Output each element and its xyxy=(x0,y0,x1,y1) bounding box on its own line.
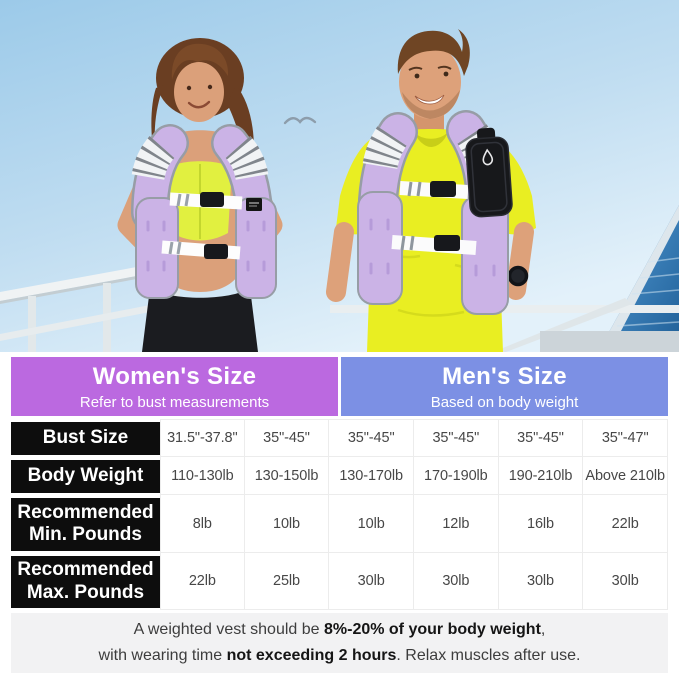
row-label-recommended-min-pounds: Recommended Min. Pounds xyxy=(11,497,160,551)
size-cell: 35"-45" xyxy=(498,419,584,457)
buckle xyxy=(434,235,460,251)
size-cell: 190-210lb xyxy=(498,457,584,495)
size-cell: 8lb xyxy=(160,495,245,553)
size-cell: 30lb xyxy=(329,553,414,610)
size-cell: Above 210lb xyxy=(583,457,668,495)
size-cell: 130-150lb xyxy=(244,457,330,495)
watch xyxy=(507,265,529,287)
size-cell: 35"-45" xyxy=(329,419,414,457)
women-size-subtitle: Refer to bust measurements xyxy=(79,393,270,411)
weighted-vest-woman xyxy=(131,124,277,299)
men-size-subtitle: Based on body weight xyxy=(430,393,579,411)
size-cell: 35"-45" xyxy=(244,419,330,457)
size-table: Bust Size 31.5"-37.8" 35"-45" 35"-45" 35… xyxy=(11,419,668,610)
row-label-body-weight: Body Weight xyxy=(11,459,160,493)
women-size-title: Women's Size xyxy=(92,362,257,390)
shorts xyxy=(142,288,258,352)
phone-pouch xyxy=(465,127,513,218)
size-cell: 22lb xyxy=(583,495,668,553)
buckle xyxy=(430,181,456,197)
woman-figure xyxy=(117,38,283,352)
women-size-header: Women's Size Refer to bust measurements xyxy=(11,357,338,416)
man-figure xyxy=(326,29,536,352)
seagull-icon xyxy=(283,116,317,125)
buckle xyxy=(200,192,224,207)
row-label-recommended-max-pounds: Recommended Max. Pounds xyxy=(11,555,160,608)
usage-note-line-2: with wearing time not exceeding 2 hours.… xyxy=(98,647,581,664)
men-size-header: Men's Size Based on body weight xyxy=(341,357,668,416)
buckle xyxy=(204,244,228,259)
weighted-vest-man xyxy=(357,110,513,315)
size-cell: 12lb xyxy=(413,495,499,553)
size-cell: 22lb xyxy=(160,553,245,610)
size-cell: 35"-47" xyxy=(583,419,668,457)
size-cell: 16lb xyxy=(498,495,584,553)
size-cell: 130-170lb xyxy=(329,457,414,495)
usage-note: A weighted vest should be 8%-20% of your… xyxy=(11,613,668,673)
hero-photo xyxy=(0,0,679,352)
size-cell: 31.5"-37.8" xyxy=(160,419,245,457)
droplet-icon xyxy=(482,148,494,166)
size-cell: 30lb xyxy=(498,553,584,610)
size-cell: 25lb xyxy=(244,553,330,610)
size-chart-headers: Women's Size Refer to bust measurements … xyxy=(11,357,668,416)
size-cell: 10lb xyxy=(329,495,414,553)
usage-note-line-1: A weighted vest should be 8%-20% of your… xyxy=(133,621,546,639)
row-label-bust-size: Bust Size xyxy=(11,421,160,455)
size-cell: 10lb xyxy=(244,495,330,553)
vest-brand-label xyxy=(246,198,262,211)
size-cell: 110-130lb xyxy=(160,457,245,495)
size-cell: 35"-45" xyxy=(413,419,499,457)
size-cell: 30lb xyxy=(583,553,668,610)
men-size-title: Men's Size xyxy=(442,362,567,390)
size-chart: Women's Size Refer to bust measurements … xyxy=(11,357,668,673)
size-cell: 30lb xyxy=(413,553,499,610)
size-cell: 170-190lb xyxy=(413,457,499,495)
